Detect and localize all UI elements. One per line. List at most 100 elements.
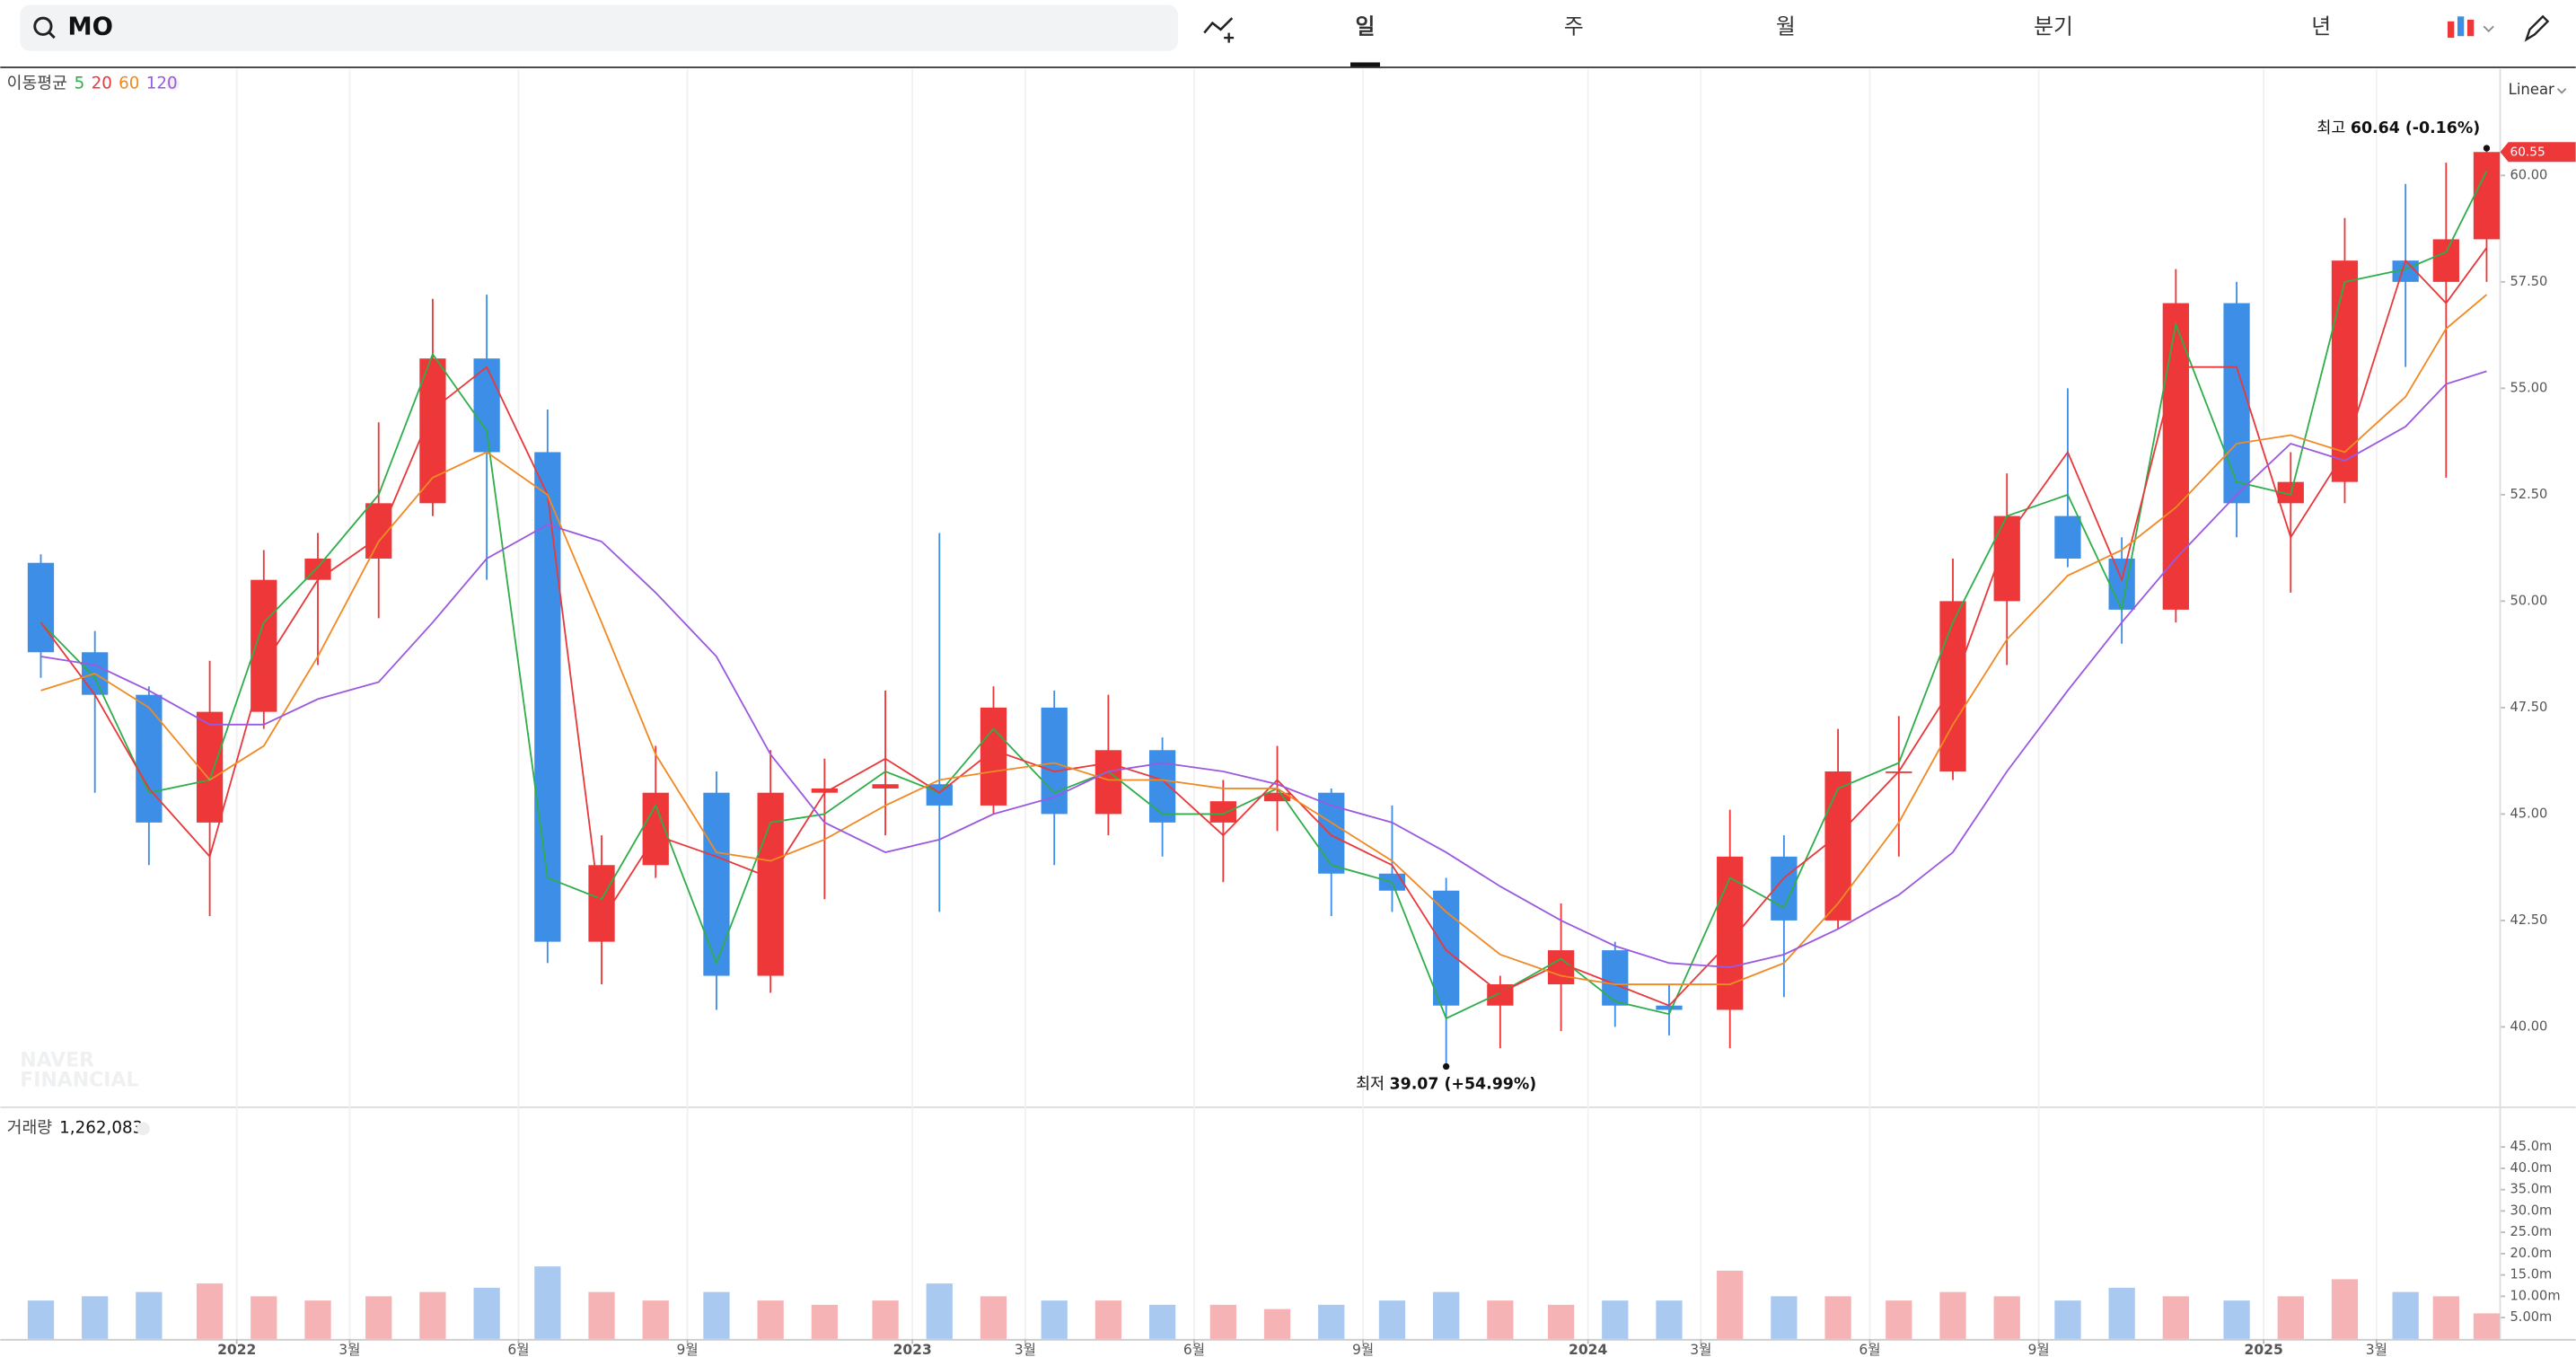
y-tick-label: 25.0m (2510, 1224, 2552, 1239)
extreme-value: 60.64 (-0.16%) (2351, 119, 2480, 137)
candle-body (2223, 303, 2250, 504)
volume-bar (1148, 1304, 1176, 1339)
volume-bar (703, 1291, 730, 1339)
y-tick-label: 40.00 (2510, 1018, 2547, 1034)
ma-line (40, 370, 2487, 968)
y-tick-label: 42.50 (2510, 912, 2547, 928)
y-tick-label: 20.0m (2510, 1246, 2552, 1261)
volume-bar (365, 1296, 392, 1339)
volume-bar (534, 1266, 561, 1339)
volume-bar (1939, 1291, 1966, 1339)
candle-body (251, 579, 277, 712)
extreme-label: 최고 (2317, 119, 2350, 137)
volume-bar (1547, 1304, 1575, 1339)
style-icon (2447, 21, 2455, 39)
search-query[interactable]: MO (67, 13, 113, 41)
draw-button[interactable] (2524, 14, 2550, 42)
volume-bar (980, 1296, 1007, 1339)
tab[interactable]: 분기 (2034, 14, 2073, 40)
volume-bar (1263, 1309, 1291, 1339)
price-tag-label: 60.55 (2510, 145, 2545, 159)
volume-bar (1656, 1300, 1683, 1339)
tab[interactable]: 일 (1356, 14, 1376, 40)
x-tick-label: 3월 (338, 1342, 360, 1357)
volume-bar (1602, 1300, 1629, 1339)
search-box[interactable] (20, 4, 1178, 51)
tab[interactable]: 년 (2311, 14, 2331, 40)
indicator-icon (1203, 17, 1234, 34)
scale-mode[interactable]: Linear (2509, 81, 2554, 98)
candle-body (534, 452, 561, 942)
x-tick-label: 6월 (1183, 1342, 1205, 1357)
volume-bar (2162, 1296, 2189, 1339)
chart-style-button[interactable] (2447, 16, 2494, 39)
scale-icon (2556, 88, 2567, 94)
candle-body (1993, 515, 2020, 602)
x-tick-label: 2023 (893, 1342, 932, 1357)
y-tick-label: 40.0m (2510, 1160, 2552, 1176)
volume-bar (27, 1300, 55, 1339)
candle-body (2473, 152, 2501, 240)
volume-bar (588, 1291, 615, 1339)
volume-bar (1095, 1300, 1122, 1339)
extreme-dot (1442, 1062, 1450, 1071)
extreme-note: 최고 60.64 (-0.16%) (2317, 119, 2480, 137)
volume-bar (2054, 1300, 2081, 1339)
volume-bar (811, 1304, 838, 1339)
candle-body (1602, 950, 1629, 1006)
volume-bar (136, 1291, 163, 1339)
style-icon (2466, 19, 2475, 37)
tab[interactable]: 주 (1564, 14, 1584, 40)
volume-bar (2331, 1279, 2359, 1339)
volume-bar (304, 1300, 331, 1339)
volume-bar (1886, 1300, 1912, 1339)
legend-entry: 120 (146, 74, 178, 93)
volume-bar (872, 1300, 899, 1339)
candle-body (1148, 750, 1176, 823)
candle-body (196, 711, 224, 823)
candle-body (1041, 707, 1068, 815)
close-icon[interactable] (136, 1122, 150, 1136)
volume-bar (757, 1300, 784, 1339)
y-tick-label: 35.0m (2510, 1182, 2552, 1197)
candle-body (1095, 750, 1122, 815)
volume-bar (2432, 1296, 2459, 1339)
extreme-label: 최저 (1356, 1076, 1389, 1094)
y-tick-label: 30.0m (2510, 1203, 2552, 1218)
ma-line (40, 247, 2488, 1007)
y-tick-label: 57.50 (2510, 274, 2547, 289)
extreme-value: 39.07 (+54.99%) (1390, 1076, 1537, 1094)
candle-body (703, 792, 730, 976)
x-tick-label: 3월 (1690, 1342, 1711, 1357)
price-tag (2500, 142, 2576, 163)
volume-bar (2108, 1287, 2135, 1339)
candle-body (2054, 515, 2081, 559)
x-tick-label: 3월 (2366, 1342, 2387, 1357)
close-icon[interactable] (166, 76, 180, 91)
volume-bar (1433, 1291, 1460, 1339)
volume-bar (2473, 1313, 2501, 1339)
indicator-button[interactable] (1203, 17, 1235, 43)
x-tick-label: 3월 (1015, 1342, 1036, 1357)
volume-bar (196, 1283, 224, 1339)
y-tick-label: 55.00 (2510, 380, 2547, 395)
y-tick-label: 50.00 (2510, 593, 2547, 608)
ma-line (40, 294, 2488, 985)
volume-bar (1378, 1300, 1406, 1339)
ma-label: 이동평균 (7, 74, 67, 93)
volume-bar (1318, 1304, 1345, 1339)
x-tick-label: 2024 (1569, 1342, 1607, 1357)
candle-body (588, 865, 615, 942)
volume-bar (1209, 1304, 1236, 1339)
x-tick-label: 9월 (2027, 1342, 2049, 1357)
search-icon (33, 16, 53, 36)
tab[interactable]: 월 (1776, 14, 1796, 40)
volume-bar (473, 1287, 500, 1339)
search-icon (48, 31, 56, 40)
x-tick-label: 6월 (1859, 1342, 1880, 1357)
volume-bar (419, 1291, 446, 1339)
y-tick-label: 45.00 (2510, 806, 2547, 821)
extreme-dot (2483, 145, 2491, 152)
